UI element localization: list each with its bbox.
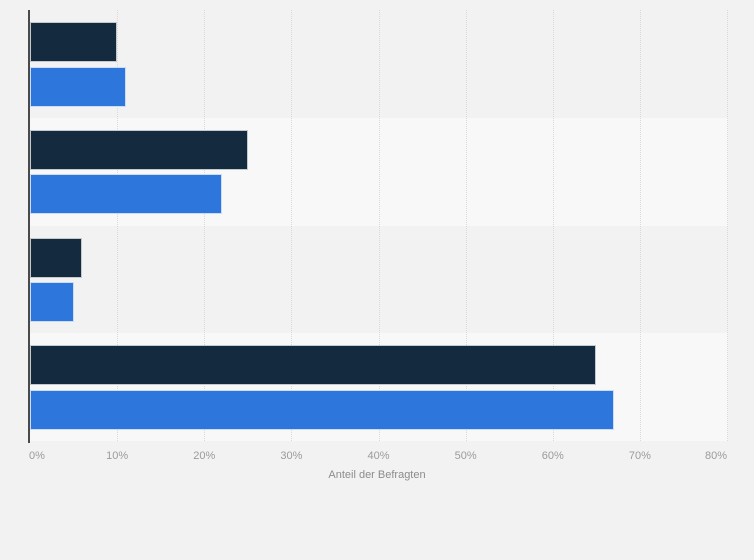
bar-group-1-dark-navy[interactable] xyxy=(30,22,118,62)
x-tick-label-70%: 70% xyxy=(628,450,651,462)
gridline-50% xyxy=(465,10,467,441)
x-tick-label-0%: 0% xyxy=(29,450,45,462)
x-tick-label-50%: 50% xyxy=(454,450,477,462)
bar-group-2-dark-navy[interactable] xyxy=(30,129,248,170)
bar-group-4-blue[interactable] xyxy=(30,389,614,430)
bar-group-3-blue[interactable] xyxy=(30,282,74,322)
x-tick-label-10%: 10% xyxy=(106,450,129,462)
x-axis-title: Anteil der Befragten xyxy=(328,469,426,481)
gridline-60% xyxy=(552,10,554,441)
bar-group-1-blue[interactable] xyxy=(30,66,126,107)
x-tick-label-20%: 20% xyxy=(193,450,216,462)
x-tick-label-80%: 80% xyxy=(704,450,728,462)
bar-group-3-dark-navy[interactable] xyxy=(30,237,83,278)
gridline-40% xyxy=(378,10,380,441)
x-tick-label-40%: 40% xyxy=(367,450,390,462)
x-tick-label-60%: 60% xyxy=(541,450,564,462)
bar-group-2-blue[interactable] xyxy=(30,174,222,215)
gridline-70% xyxy=(639,10,641,441)
gridline-10% xyxy=(117,10,119,441)
x-tick-label-30%: 30% xyxy=(280,450,303,462)
plot-area xyxy=(28,10,728,443)
bar-group-4-dark-navy[interactable] xyxy=(30,345,597,386)
gridline-80% xyxy=(727,10,728,441)
gridline-20% xyxy=(204,10,206,441)
gridline-30% xyxy=(291,10,293,441)
category-axis-line xyxy=(28,10,30,443)
